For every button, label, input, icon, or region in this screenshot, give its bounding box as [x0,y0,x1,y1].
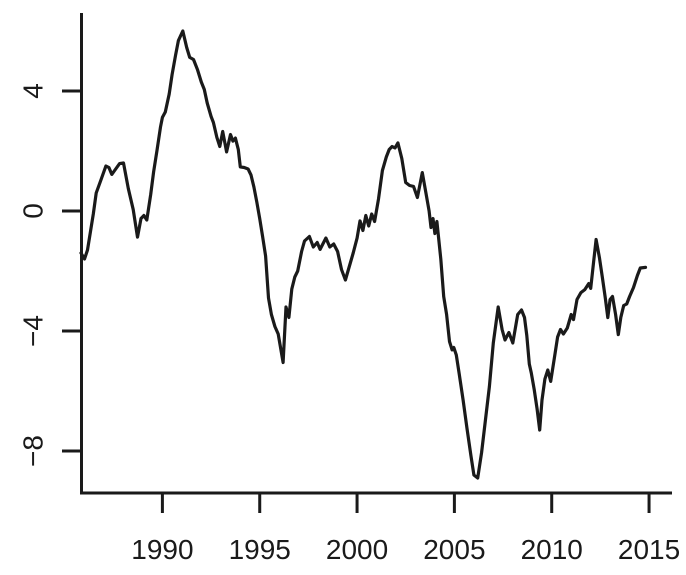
x-tick-label: 2000 [326,534,388,565]
x-tick-label: 2005 [423,534,485,565]
x-tick-label: 2015 [618,534,680,565]
x-tick-label: 1990 [131,534,193,565]
y-tick-label: −8 [18,435,49,467]
y-tick-label: −4 [18,315,49,347]
y-tick-label: 0 [18,203,49,219]
series-line [79,29,648,480]
x-tick-label: 2010 [521,534,583,565]
y-tick-label: 4 [18,83,49,99]
x-tick-label: 1995 [229,534,291,565]
